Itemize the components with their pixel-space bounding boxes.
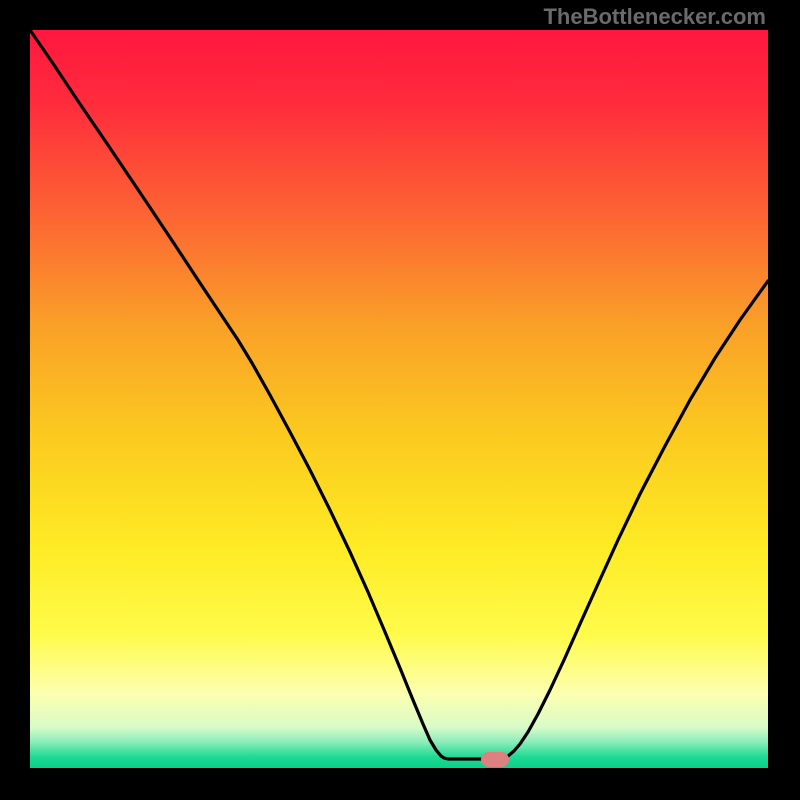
chart-container: TheBottlenecker.com: [0, 0, 800, 800]
plot-area: [30, 30, 768, 768]
bottleneck-curve: [30, 30, 768, 768]
optimal-marker: [481, 752, 509, 767]
watermark-text: TheBottlenecker.com: [543, 4, 766, 30]
